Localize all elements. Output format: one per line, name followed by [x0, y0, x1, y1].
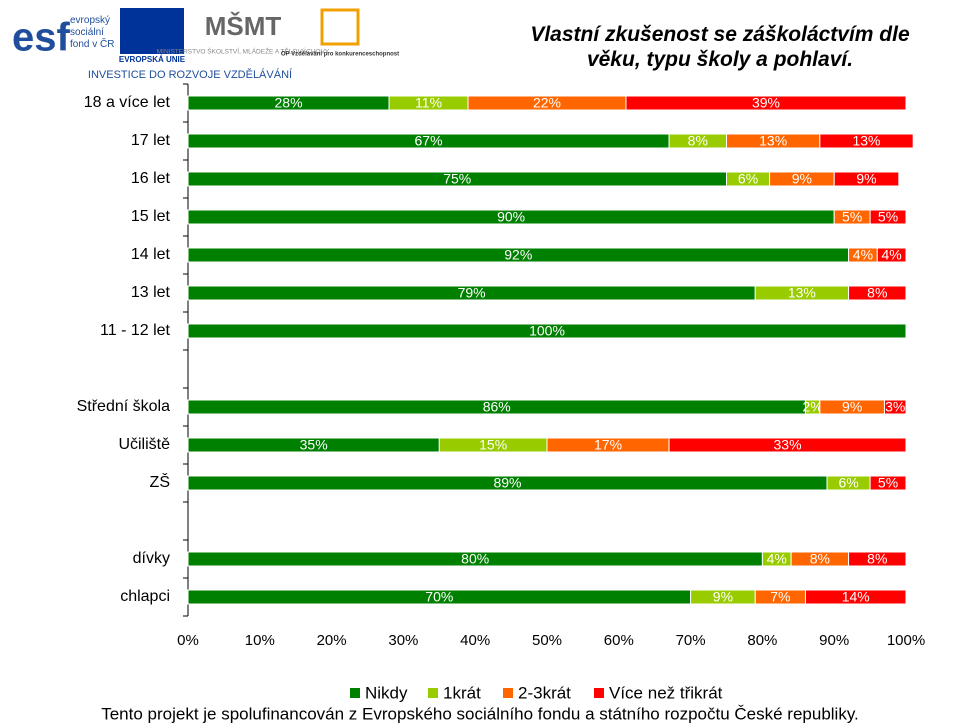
- value-label: 90%: [497, 209, 525, 225]
- value-label: 5%: [878, 475, 898, 491]
- value-label: 6%: [738, 171, 758, 187]
- value-label: 80%: [461, 551, 489, 567]
- value-label: 79%: [458, 285, 486, 301]
- value-label: 92%: [504, 247, 532, 263]
- esf-mark: esf: [12, 16, 70, 60]
- value-label: 4%: [882, 247, 902, 263]
- op-text: OP Vzdělávání pro konkurenceschopnost: [281, 52, 399, 58]
- value-label: 39%: [752, 95, 780, 111]
- x-tick-label: 10%: [245, 632, 275, 649]
- value-label: 100%: [529, 323, 565, 339]
- legend-swatch: [350, 688, 360, 698]
- value-label: 13%: [852, 133, 880, 149]
- bar-segment: [804, 589, 907, 605]
- legend-swatch: [503, 688, 513, 698]
- bar-segment: [625, 95, 907, 111]
- value-label: 7%: [770, 589, 790, 605]
- value-label: 35%: [300, 437, 328, 453]
- esf-text: evropský sociální fond v ČR: [70, 15, 114, 50]
- category-label: Učiliště: [118, 436, 170, 453]
- value-label: 15%: [479, 437, 507, 453]
- value-label: 4%: [767, 551, 787, 567]
- bar-segment: [883, 399, 907, 415]
- msmt-mark: MŠMT: [205, 11, 282, 41]
- category-label: dívky: [133, 550, 170, 567]
- value-label: 33%: [774, 437, 802, 453]
- legend-label: Více než třikrát: [609, 683, 723, 702]
- bar-segment: [668, 437, 907, 453]
- eu-text: EVROPSKÁ UNIE: [119, 55, 186, 64]
- value-label: 9%: [842, 399, 862, 415]
- x-tick-label: 50%: [532, 632, 562, 649]
- category-label: chlapci: [120, 588, 170, 605]
- value-label: 8%: [688, 133, 708, 149]
- value-label: 8%: [867, 551, 887, 567]
- bar-segment: [833, 171, 900, 187]
- bar-segment: [187, 323, 907, 339]
- bar-segment: [848, 285, 907, 301]
- value-label: 11%: [415, 95, 442, 111]
- op-logo: [320, 8, 360, 46]
- value-label: 9%: [856, 171, 876, 187]
- value-label: 9%: [792, 171, 812, 187]
- category-label: 13 let: [131, 284, 171, 301]
- value-label: 13%: [788, 285, 816, 301]
- x-tick-label: 90%: [819, 632, 849, 649]
- tagline: INVESTICE DO ROZVOJE VZDĚLÁVÁNÍ: [88, 68, 293, 81]
- category-label: 16 let: [131, 170, 171, 187]
- value-label: 13%: [759, 133, 787, 149]
- category-label: 14 let: [131, 246, 171, 263]
- value-label: 3%: [885, 399, 905, 415]
- x-tick-label: 0%: [177, 632, 199, 649]
- value-label: 14%: [842, 589, 870, 605]
- legend-swatch: [594, 688, 604, 698]
- value-label: 4%: [853, 247, 873, 263]
- eu-flag: [120, 8, 184, 54]
- chart-title: Vlastní zkušenost se záškoláctvím dle věk…: [530, 23, 910, 71]
- value-label: 17%: [594, 437, 622, 453]
- bar-segment: [848, 551, 907, 567]
- msmt-text: MINISTERSTVO ŠKOLSTVÍ, MLÁDEŽE A TĚLOVÝC…: [157, 47, 330, 56]
- value-label: 2%: [803, 399, 823, 415]
- value-label: 86%: [483, 399, 511, 415]
- x-tick-label: 80%: [747, 632, 777, 649]
- value-label: 67%: [415, 133, 443, 149]
- category-label: ZŠ: [150, 472, 170, 491]
- bar-segment: [869, 475, 907, 491]
- value-label: 22%: [533, 95, 561, 111]
- category-label: 15 let: [131, 208, 171, 225]
- category-label: 17 let: [131, 132, 171, 149]
- value-label: 75%: [443, 171, 471, 187]
- value-label: 89%: [493, 475, 521, 491]
- category-label: 18 a více let: [84, 94, 171, 111]
- footer: Tento projekt je spolufinancován z Evrop…: [101, 704, 859, 723]
- category-label: 11 - 12 let: [100, 322, 171, 339]
- legend-swatch: [428, 688, 438, 698]
- legend-label: 2-3krát: [518, 683, 571, 702]
- x-tick-label: 20%: [317, 632, 347, 649]
- esf-logo: [8, 8, 108, 58]
- logos: esf evropský sociální fond v ČR EVROPSKÁ U…: [8, 8, 399, 81]
- legend-label: 1krát: [443, 683, 481, 702]
- x-tick-label: 100%: [887, 632, 925, 649]
- value-label: 8%: [867, 285, 887, 301]
- value-label: 70%: [425, 589, 453, 605]
- bar-segment: [819, 133, 914, 149]
- x-tick-label: 30%: [388, 632, 418, 649]
- value-label: 5%: [878, 209, 898, 225]
- legend-label: Nikdy: [365, 683, 408, 702]
- bar-segment: [876, 247, 907, 263]
- x-tick-label: 70%: [676, 632, 706, 649]
- value-label: 8%: [810, 551, 830, 567]
- value-label: 28%: [275, 95, 303, 111]
- category-label: Střední škola: [77, 398, 170, 415]
- x-tick-label: 60%: [604, 632, 634, 649]
- value-label: 9%: [713, 589, 733, 605]
- x-tick-label: 40%: [460, 632, 490, 649]
- value-label: 6%: [838, 475, 858, 491]
- bar-segment: [869, 209, 907, 225]
- value-label: 5%: [842, 209, 862, 225]
